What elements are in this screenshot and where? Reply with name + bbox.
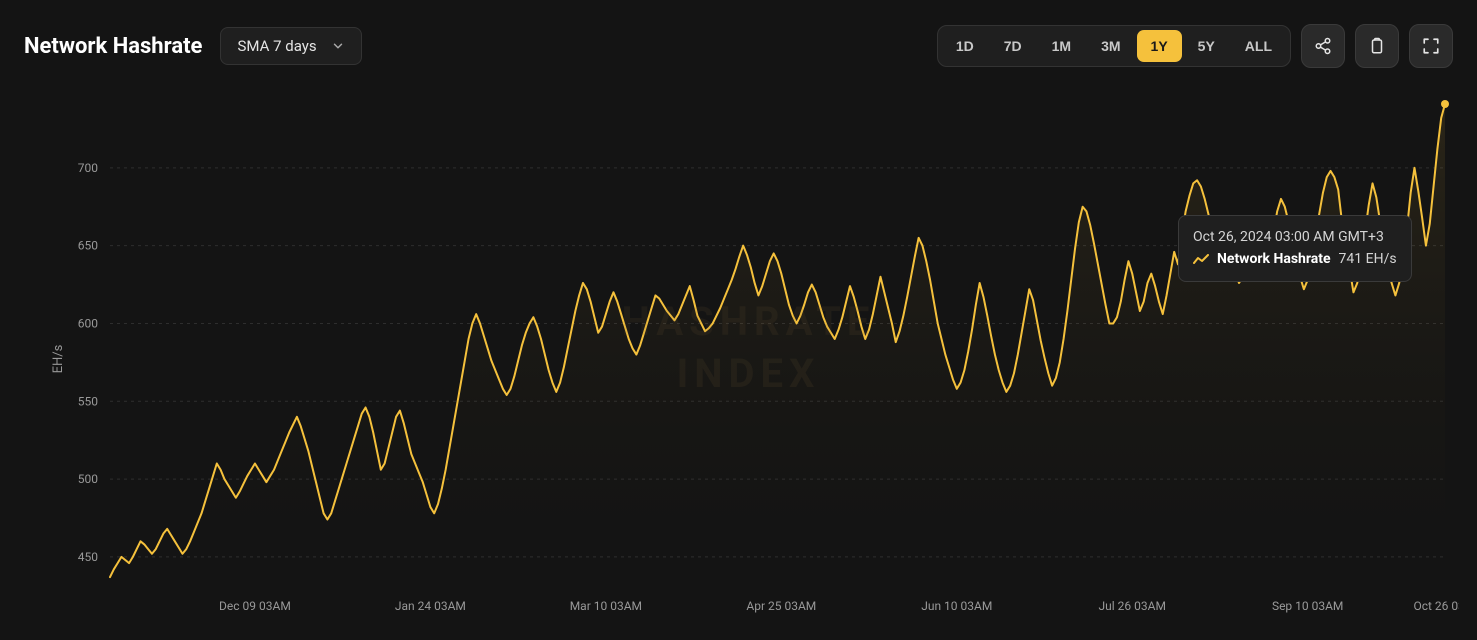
page-title: Network Hashrate [24, 34, 202, 59]
copy-button[interactable] [1355, 24, 1399, 68]
fullscreen-button[interactable] [1409, 24, 1453, 68]
y-axis-label: EH/s [51, 345, 66, 374]
share-icon [1314, 37, 1332, 55]
svg-text:Jul 26 03AM: Jul 26 03AM [1099, 599, 1166, 613]
svg-text:Oct 26 03AM: Oct 26 03AM [1413, 599, 1459, 613]
time-range-group: 1D7D1M3M1Y5YALL [937, 25, 1291, 67]
svg-text:Dec 09 03AM: Dec 09 03AM [219, 599, 291, 613]
svg-text:Jun 10 03AM: Jun 10 03AM [921, 599, 992, 613]
hashrate-chart: 450 500 550 600 650 700 Dec 09 03AM Jan 24 03AM… [38, 90, 1459, 628]
range-btn-7d[interactable]: 7D [990, 30, 1036, 62]
share-button[interactable] [1301, 24, 1345, 68]
svg-text:Apr 25 03AM: Apr 25 03AM [746, 599, 816, 613]
chevron-down-icon [331, 39, 345, 53]
range-btn-1d[interactable]: 1D [942, 30, 988, 62]
range-btn-1m[interactable]: 1M [1038, 30, 1085, 62]
svg-text:Sep 10 03AM: Sep 10 03AM [1272, 599, 1343, 613]
svg-text:Mar 10 03AM: Mar 10 03AM [570, 599, 642, 613]
range-btn-1y[interactable]: 1Y [1137, 30, 1182, 62]
sma-dropdown-label: SMA 7 days [237, 37, 316, 55]
svg-text:450: 450 [78, 550, 98, 564]
range-btn-all[interactable]: ALL [1231, 30, 1286, 62]
svg-text:550: 550 [78, 394, 98, 408]
svg-text:700: 700 [78, 161, 98, 175]
range-btn-3m[interactable]: 3M [1087, 30, 1134, 62]
sma-dropdown[interactable]: SMA 7 days [220, 27, 361, 65]
fullscreen-icon [1422, 37, 1440, 55]
clipboard-icon [1368, 37, 1386, 55]
range-btn-5y[interactable]: 5Y [1184, 30, 1229, 62]
svg-text:500: 500 [78, 472, 98, 486]
svg-text:Jan 24 03AM: Jan 24 03AM [395, 599, 466, 613]
svg-text:650: 650 [78, 239, 98, 253]
svg-text:600: 600 [78, 316, 98, 330]
